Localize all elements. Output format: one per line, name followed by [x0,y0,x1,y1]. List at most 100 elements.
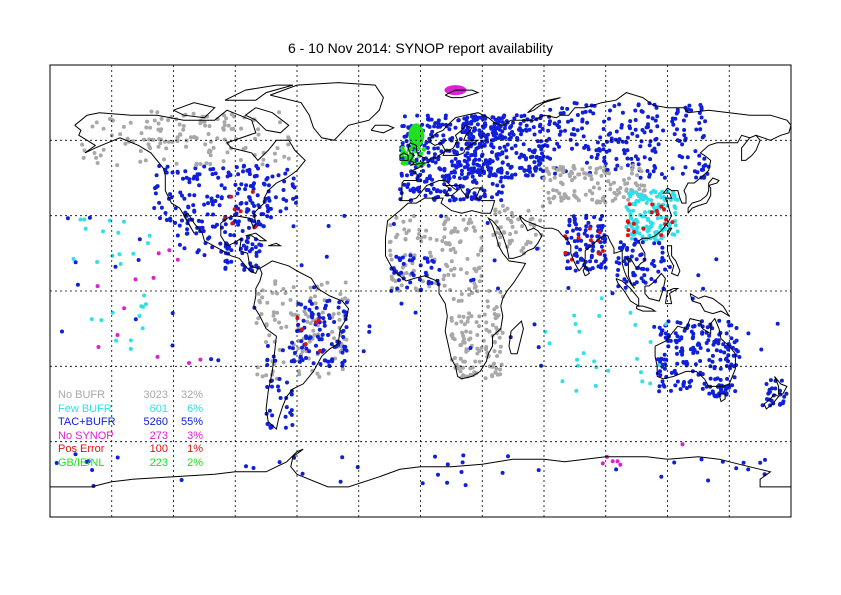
station-dot [644,224,649,229]
station-dot [589,253,594,258]
station-dot [625,156,630,161]
station-dot [317,374,322,379]
station-dot [314,343,318,348]
station-dot [221,166,226,171]
station-dot [600,461,605,466]
station-dot [278,396,283,400]
station-dot [467,337,471,342]
station-dot [606,179,611,184]
station-dot [614,467,619,472]
station-dot [496,167,501,172]
station-dot [307,339,312,344]
station-dot [238,209,243,214]
station-dot [131,251,136,256]
station-dot [521,246,526,250]
station-dot [646,218,651,223]
station-dot [223,230,228,235]
station-dot [289,359,294,364]
station-dot [624,140,629,145]
station-dot [637,231,642,236]
station-dot [463,227,468,232]
station-dot [203,142,208,147]
station-dot [227,244,232,249]
station-dot [440,174,445,179]
station-dot [659,474,664,479]
station-dot [254,263,259,268]
station-dot [457,159,462,164]
map-frame [49,64,792,518]
station-dot [87,215,92,220]
station-dot [277,377,282,381]
station-dot [187,217,192,222]
station-dot [489,142,494,147]
station-dot [421,169,426,173]
station-dot [673,383,678,388]
station-dot [296,346,301,351]
station-dot [628,119,633,124]
station-dot [616,268,621,272]
station-dot [552,175,557,180]
station-dot [532,160,537,165]
station-dot [187,361,191,365]
station-dot [641,188,646,193]
station-dot [297,359,302,364]
station-dot [652,241,657,246]
station-dot [151,137,156,142]
station-dot [482,312,487,317]
station-dot [158,141,163,146]
station-dot [273,195,278,200]
station-dot [291,196,296,201]
station-dot [164,170,169,175]
station-dot [778,402,782,407]
station-dot [482,143,487,148]
station-dot [209,196,214,201]
station-dot [657,325,662,330]
station-dot [192,135,197,139]
station-dot [498,179,503,184]
station-dot [267,408,272,413]
station-dot [235,191,240,196]
station-dot [473,114,478,119]
station-dot [402,182,407,187]
station-dot [654,105,659,110]
station-dot [300,345,304,350]
legend-count: 5260 [143,416,168,428]
station-dot [239,126,244,131]
station-dot [113,264,118,269]
station-dot [712,339,717,344]
station-dot [589,155,594,159]
station-dot [461,333,466,338]
station-dot [404,231,409,235]
station-dot [128,338,133,343]
station-dot [554,188,559,193]
station-dot [300,327,305,332]
station-dot [702,156,707,161]
legend-count: 223 [149,456,168,469]
station-dot [186,204,191,209]
station-dot [658,223,663,228]
station-dot [303,305,308,310]
station-dot [511,132,516,137]
station-dot [168,192,172,197]
station-dot [624,262,629,267]
station-dot [250,242,255,247]
station-dot [517,126,522,131]
station-dot [585,160,589,165]
station-dot [436,472,440,477]
station-dot [260,162,265,167]
station-dot [332,336,336,341]
station-dot [699,457,704,462]
station-dot [642,214,647,219]
station-dot [571,165,576,170]
station-dot [648,139,653,144]
station-dot [458,369,463,374]
station-dot [737,355,742,359]
station-dot [420,279,425,284]
station-dot [217,203,222,208]
station-dot [519,165,524,170]
station-dot [153,191,158,196]
station-dot [502,144,507,149]
station-dot [679,335,684,340]
station-dot [342,359,347,363]
station-dot [680,155,685,160]
